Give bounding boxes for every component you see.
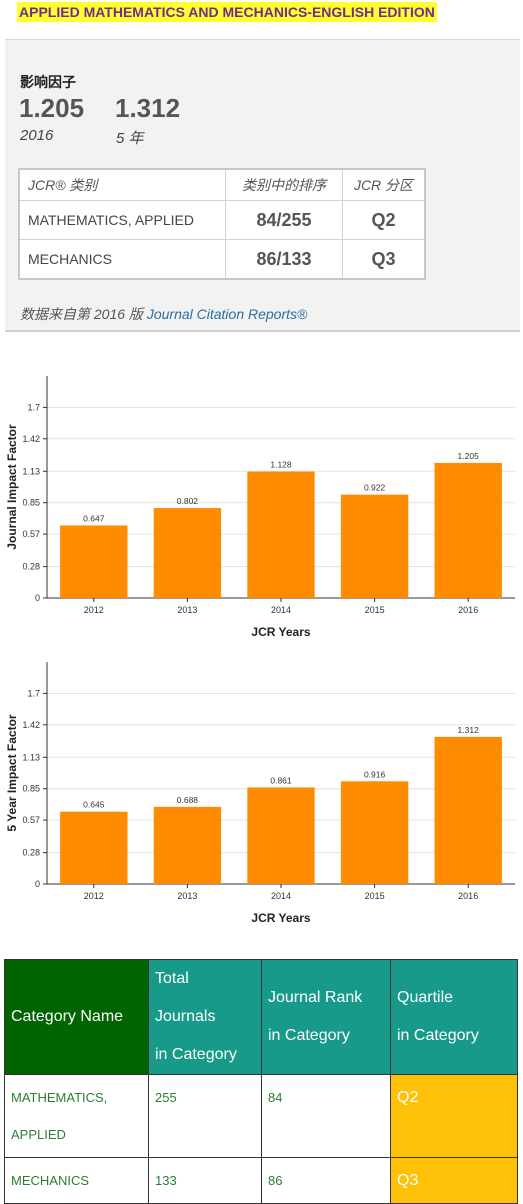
jcr-quartile-header: JCR 分区	[342, 168, 426, 201]
y-tick-label: 1.7	[27, 402, 40, 412]
y-tick-label: 1.42	[22, 720, 40, 730]
category-name: MECHANICS	[18, 239, 226, 280]
bar	[434, 462, 502, 598]
journal-rank-cell: 84	[261, 1074, 391, 1158]
category-rank: 86/133	[225, 239, 343, 280]
category-quartile: Q3	[342, 239, 426, 280]
bar	[247, 471, 315, 598]
jcr-table-header: JCR® 类别 类别中的排序 JCR 分区	[18, 168, 426, 201]
table-row: MATHEMATICS, APPLIED 84/255 Q2	[18, 200, 426, 240]
x-tick-label: 2015	[365, 891, 385, 901]
jcr-category-table: JCR® 类别 类别中的排序 JCR 分区 MATHEMATICS, APPLI…	[18, 168, 426, 280]
impact-factor-year: 2016	[20, 127, 54, 144]
data-label: 1.312	[458, 725, 480, 735]
bar	[60, 811, 128, 884]
y-tick-label: 1.13	[22, 752, 40, 762]
x-tick-label: 2013	[177, 891, 197, 901]
five-year-label: 5 年	[116, 130, 144, 147]
y-tick-label: 0.57	[22, 815, 40, 825]
data-source-prefix: 数据来自第 2016 版	[20, 306, 143, 322]
y-tick-label: 1.13	[22, 466, 40, 476]
x-tick-label: 2012	[84, 605, 104, 615]
table-row: MECHANICS 86/133 Q3	[18, 239, 426, 280]
y-tick-label: 0.28	[22, 848, 40, 858]
data-label: 1.128	[270, 460, 292, 470]
bar	[153, 806, 222, 884]
five-year-impact-factor-chart: 0 0.28 0.57 0.85 1.13 1.42 1.7 0.645 2012 0.688 20…	[5, 662, 515, 925]
impact-factor-value: 1.205	[19, 93, 85, 123]
quartile-header: Quartile in Category	[390, 959, 518, 1075]
x-tick-label: 2016	[458, 891, 478, 901]
x-axis-title: JCR Years	[251, 625, 310, 639]
impact-factor-panel: 影响因子 1.205 1.312 2016 5 年 JCR® 类别 类别中的排序…	[5, 39, 520, 332]
journal-rank-cell: 86	[261, 1157, 391, 1204]
table-row: MATHEMATICS, APPLIED 255 84 Q2	[4, 1074, 518, 1158]
y-tick-label: 0.28	[22, 562, 40, 572]
category-name-header: Category Name	[4, 959, 149, 1075]
x-axis-title: JCR Years	[251, 911, 310, 925]
x-tick-label: 2013	[177, 605, 197, 615]
data-label: 0.645	[83, 800, 105, 810]
y-tick-label: 0	[35, 593, 40, 603]
data-label: 0.688	[177, 795, 199, 805]
category-rank: 84/255	[225, 200, 343, 240]
y-axis-title: Journal Impact Factor	[5, 424, 19, 550]
category-summary-table: Category Name Total Journals in Category J…	[4, 959, 518, 1204]
quartile-cell: Q3	[390, 1157, 518, 1204]
data-source-note: 数据来自第 2016 版 Journal Citation Reports®	[20, 304, 307, 324]
category-name-cell: MECHANICS	[4, 1157, 149, 1204]
five-year-impact-factor-value: 1.312	[115, 93, 181, 123]
x-tick-label: 2014	[271, 891, 291, 901]
x-tick-label: 2015	[365, 605, 385, 615]
category-name: MATHEMATICS, APPLIED	[18, 200, 226, 240]
data-label: 0.861	[270, 775, 292, 785]
data-label: 0.916	[364, 769, 386, 779]
data-label: 0.922	[364, 483, 386, 493]
x-tick-label: 2016	[458, 605, 478, 615]
y-tick-label: 0.85	[22, 498, 40, 508]
impact-factor-label: 影响因子	[20, 75, 76, 91]
y-axis-title: 5 Year Impact Factor	[5, 714, 19, 832]
y-tick-label: 0.85	[22, 784, 40, 794]
jcr-category-header: JCR® 类别	[18, 168, 226, 201]
y-tick-label: 1.42	[22, 434, 40, 444]
y-tick-label: 0	[35, 879, 40, 889]
bar	[434, 736, 502, 884]
y-tick-label: 1.7	[27, 688, 40, 698]
table-row: MECHANICS 133 86 Q3	[4, 1157, 518, 1204]
bar	[153, 508, 222, 598]
bar	[340, 494, 409, 598]
data-label: 1.205	[458, 451, 480, 461]
x-tick-label: 2012	[84, 891, 104, 901]
total-journals-header: Total Journals in Category	[148, 959, 262, 1075]
jcr-link[interactable]: Journal Citation Reports®	[146, 306, 308, 322]
bar	[247, 787, 315, 884]
bar	[340, 781, 409, 884]
y-tick-label: 0.57	[22, 529, 40, 539]
category-quartile: Q2	[342, 200, 426, 240]
total-journals-cell: 133	[148, 1157, 262, 1204]
category-table-header: Category Name Total Journals in Category J…	[4, 959, 518, 1075]
x-tick-label: 2014	[271, 605, 291, 615]
category-rank-header: 类别中的排序	[225, 168, 343, 201]
journal-rank-header: Journal Rank in Category	[261, 959, 391, 1075]
category-name-cell: MATHEMATICS, APPLIED	[4, 1074, 149, 1158]
quartile-cell: Q2	[390, 1074, 518, 1158]
journal-title: APPLIED MATHEMATICS AND MECHANICS-ENGLIS…	[17, 2, 437, 22]
data-label: 0.802	[177, 496, 199, 506]
total-journals-cell: 255	[148, 1074, 262, 1158]
bar	[60, 525, 128, 598]
journal-impact-factor-chart: 0 0.28 0.57 0.85 1.13 1.42 1.7 0.647 2012 0.802 20…	[5, 376, 515, 639]
data-label: 0.647	[83, 513, 105, 523]
